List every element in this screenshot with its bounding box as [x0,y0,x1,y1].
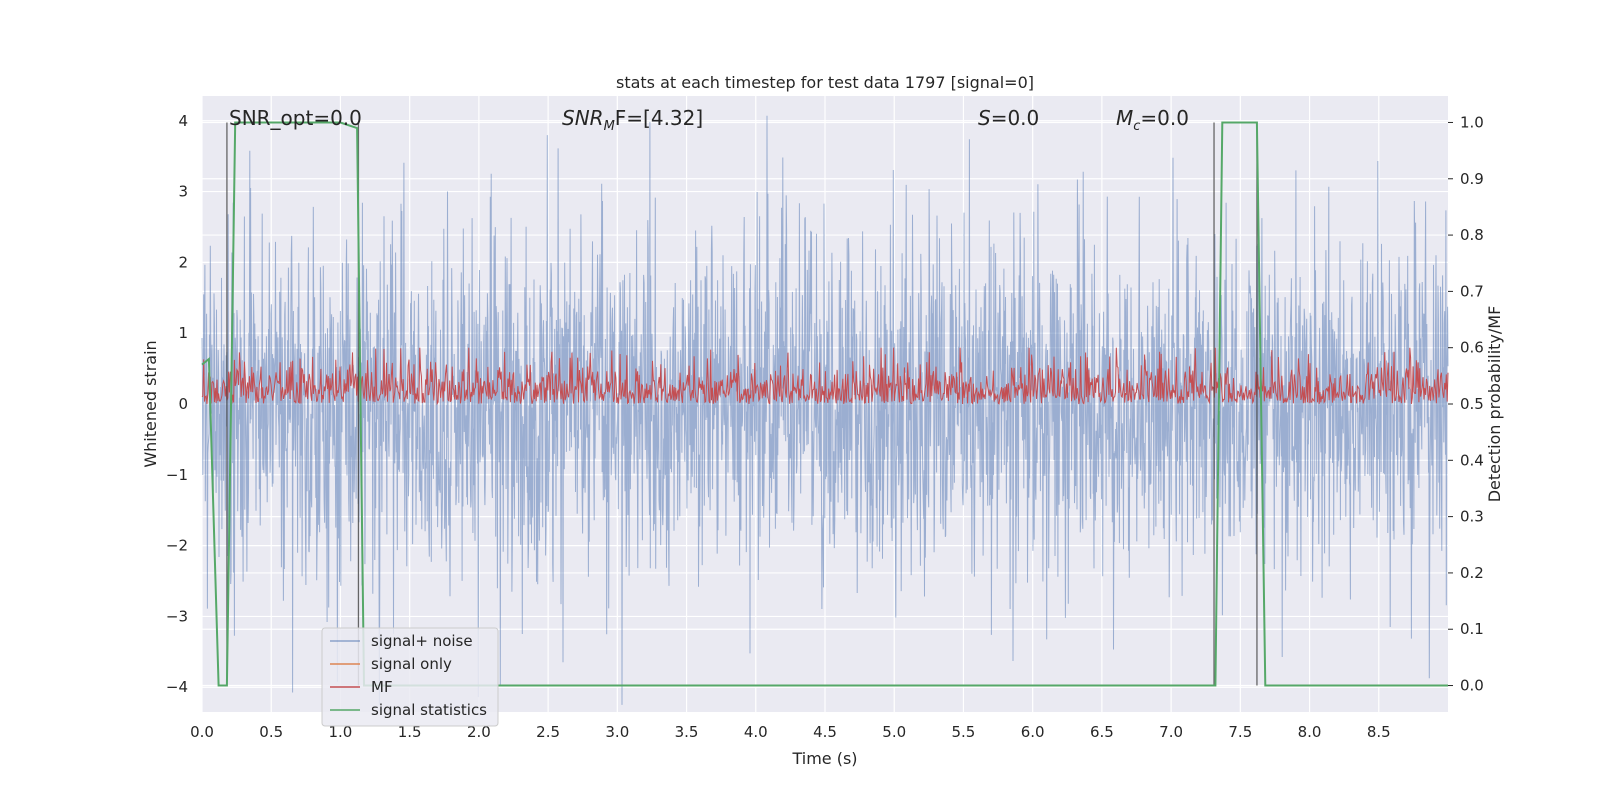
vertical-markers [226,122,1258,686]
legend-box [321,627,499,727]
y-tick-label-3: 1 [178,324,188,342]
annotation-s-rest: =0.0 [991,106,1040,130]
y-right-tick-label-7: 0.3 [1460,508,1484,526]
x-tick-label-0: 0.0 [190,723,214,741]
y-right-tick-label-0: 1.0 [1460,113,1484,131]
x-axis-label: Time (s) [791,749,857,768]
x-tick-label-16: 8.0 [1298,723,1322,741]
annotation-mc: Mc=0.0 [1116,106,1189,134]
y-tick-label-1: 3 [178,183,188,201]
y-right-tick-label-8: 0.2 [1460,564,1484,582]
y-right-tick-label-3: 0.7 [1460,282,1484,300]
y-tick-label-2: 2 [178,253,188,271]
legend-label-noise: signal+ noise [371,632,473,650]
series-layer [201,115,1449,705]
x-tick-label-6: 3.0 [605,723,629,741]
annotation-mc-sub: c [1133,119,1140,134]
x-tick-label-4: 2.0 [467,723,491,741]
x-tick-label-8: 4.0 [744,723,768,741]
y-right-tick-label-2: 0.8 [1460,226,1484,244]
y-right-tick-label-9: 0.1 [1460,620,1484,638]
annotation-snr-opt: SNR_opt=0.0 [229,106,362,130]
annotation-mc-main: M [1116,106,1133,130]
x-tick-label-1: 0.5 [259,723,283,741]
y-right-tick-label-10: 0.0 [1460,677,1484,695]
annotation-s-main: S [978,106,991,130]
y-tick-label-0: 4 [178,112,188,130]
y-right-tick-label-6: 0.4 [1460,451,1484,469]
legend-label-signal-only: signal only [371,655,452,673]
annotation-snr-mf: SNRMF=[4.32] [562,106,703,134]
series-signal-plus-noise [201,115,1449,705]
x-tick-label-13: 6.5 [1090,723,1114,741]
chart-title: stats at each timestep for test data 179… [616,73,1034,92]
annotation-snr-mf-main: SNR [562,106,604,130]
y-right-tick-label-1: 0.9 [1460,170,1484,188]
x-tick-label-14: 7.0 [1159,723,1183,741]
x-tick-label-7: 3.5 [675,723,699,741]
y-tick-label-4: 0 [178,395,188,413]
x-tick-label-2: 1.0 [329,723,353,741]
x-tick-label-5: 2.5 [536,723,560,741]
y-axis-right-label: Detection probability/MF [1485,306,1504,503]
axis-ticks: 0.0 0.5 1.0 1.5 2.0 2.5 3.0 3.5 4.0 4.5 5.0 5.5 6.0 6… [166,112,1484,741]
x-tick-label-15: 7.5 [1228,723,1252,741]
annotation-s: S=0.0 [978,106,1039,130]
x-tick-label-11: 5.5 [952,723,976,741]
y-tick-label-7: −3 [166,607,188,625]
y-axis-label: Whitened strain [141,340,160,467]
x-tick-label-3: 1.5 [398,723,422,741]
y-tick-label-6: −2 [166,537,188,555]
y-right-tick-label-5: 0.5 [1460,395,1484,413]
legend-label-mf: MF [371,678,393,696]
series-signal-statistics [201,121,1448,687]
x-tick-label-12: 6.0 [1021,723,1045,741]
legend: signal+ noise signal only MF signal stat… [321,627,499,727]
legend-label-signal-statistics: signal statistics [371,701,487,719]
annotation-snr-mf-sub: M [604,119,615,134]
x-tick-label-17: 8.5 [1367,723,1391,741]
x-tick-label-9: 4.5 [813,723,837,741]
y-right-tick-label-4: 0.6 [1460,339,1484,357]
x-tick-label-10: 5.0 [882,723,906,741]
series-mf [201,347,1449,406]
annotation-snr-mf-rest: F=[4.32] [615,106,703,130]
y-tick-label-8: −4 [166,678,188,696]
annotation-mc-rest: =0.0 [1140,106,1189,130]
y-tick-label-5: −1 [166,466,188,484]
